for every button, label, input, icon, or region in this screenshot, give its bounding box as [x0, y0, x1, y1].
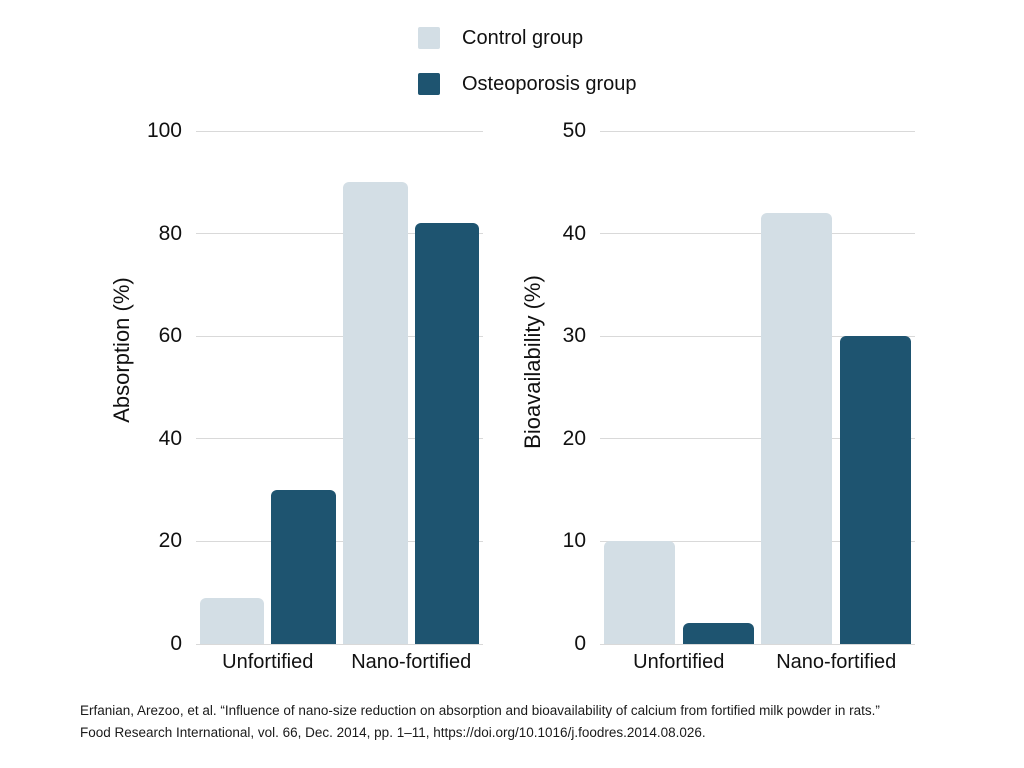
gridline-y0	[196, 643, 483, 645]
gridline-y10	[600, 540, 915, 542]
bar-control-nano-fortified	[761, 213, 833, 644]
y-tick-label-20: 20	[562, 426, 586, 450]
bar-osteoporosis-unfortified	[271, 490, 336, 644]
y-tick-label-40: 40	[562, 221, 586, 245]
citation-line-1: Erfanian, Arezoo, et al. “Influence of n…	[80, 703, 880, 718]
legend-item-control: Control group	[418, 27, 637, 49]
bar-osteoporosis-unfortified	[682, 623, 754, 644]
y-tick-label-30: 30	[562, 324, 586, 348]
gridline-y40	[600, 233, 915, 235]
y-tick-label-50: 50	[562, 119, 586, 142]
bar-osteoporosis-nano-fortified	[414, 223, 480, 644]
x-category-label-unfortified: Unfortified	[633, 651, 725, 673]
citation-line-2: Food Research International, vol. 66, De…	[80, 725, 706, 740]
x-category-label-nano-fortified: Nano-fortified	[351, 651, 472, 673]
y-tick-label-10: 10	[562, 529, 586, 553]
y-tick-label-40: 40	[158, 426, 182, 450]
y-tick-label-0: 0	[170, 632, 182, 655]
gridline-y20	[600, 438, 915, 440]
y-tick-label-100: 100	[146, 119, 182, 142]
gridline-y0	[600, 643, 915, 645]
gridline-y80	[196, 233, 483, 235]
legend: Control group Osteoporosis group	[418, 27, 637, 119]
x-category-label-nano-fortified: Nano-fortified	[776, 651, 897, 673]
y-tick-label-0: 0	[574, 632, 586, 655]
legend-item-osteoporosis: Osteoporosis group	[418, 73, 637, 95]
legend-swatch-control-icon	[418, 27, 440, 49]
bar-control-unfortified	[199, 597, 265, 644]
y-axis-title-bioavailability: Bioavailability (%)	[520, 275, 545, 449]
bar-control-unfortified	[603, 541, 675, 644]
y-tick-label-20: 20	[158, 529, 182, 553]
gridline-y30	[600, 335, 915, 337]
gridline-y100	[196, 130, 483, 132]
bar-control-nano-fortified	[343, 182, 408, 644]
y-tick-label-60: 60	[158, 324, 182, 348]
gridline-y50	[600, 130, 915, 132]
legend-label-control: Control group	[462, 26, 584, 49]
x-category-label-unfortified: Unfortified	[222, 651, 314, 673]
bar-osteoporosis-nano-fortified	[840, 336, 912, 644]
citation: Erfanian, Arezoo, et al. “Influence of n…	[80, 700, 980, 744]
gridline-y60	[196, 335, 483, 337]
legend-swatch-osteoporosis-icon	[418, 73, 440, 95]
y-axis-title-absorption: Absorption (%)	[109, 277, 134, 423]
legend-label-osteoporosis: Osteoporosis group	[462, 72, 637, 95]
gridline-y40	[196, 438, 483, 440]
gridline-y20	[196, 540, 483, 542]
y-tick-label-80: 80	[158, 221, 182, 245]
